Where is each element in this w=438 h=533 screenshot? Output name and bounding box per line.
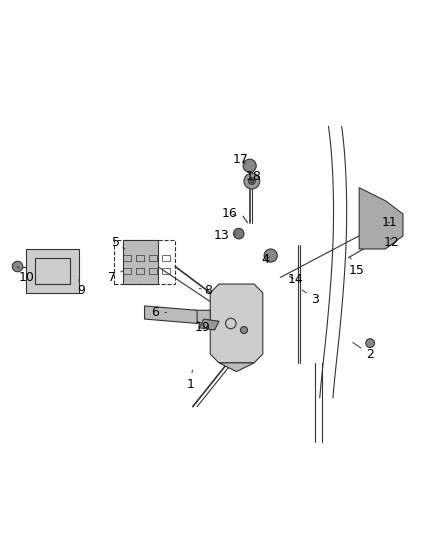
Circle shape bbox=[248, 177, 255, 184]
Text: 12: 12 bbox=[384, 236, 400, 249]
Text: 4: 4 bbox=[261, 253, 269, 266]
Circle shape bbox=[244, 173, 260, 189]
Polygon shape bbox=[193, 310, 210, 328]
Polygon shape bbox=[123, 240, 158, 284]
Text: 18: 18 bbox=[246, 170, 262, 183]
Text: 6: 6 bbox=[152, 306, 166, 319]
Circle shape bbox=[233, 229, 244, 239]
Circle shape bbox=[240, 327, 247, 334]
Text: 2: 2 bbox=[353, 343, 374, 361]
Text: 13: 13 bbox=[213, 229, 236, 243]
Circle shape bbox=[243, 159, 256, 172]
Polygon shape bbox=[26, 249, 79, 293]
Text: 5: 5 bbox=[112, 236, 125, 249]
Text: 17: 17 bbox=[233, 152, 249, 166]
Bar bbox=[149, 255, 157, 261]
Text: 8: 8 bbox=[199, 284, 212, 297]
Bar bbox=[162, 255, 170, 261]
Bar bbox=[136, 255, 144, 261]
Bar bbox=[149, 268, 157, 274]
Circle shape bbox=[264, 249, 277, 262]
Text: 1: 1 bbox=[187, 370, 194, 391]
Polygon shape bbox=[359, 188, 403, 249]
Polygon shape bbox=[145, 306, 197, 324]
Circle shape bbox=[12, 261, 23, 272]
Text: 11: 11 bbox=[382, 216, 398, 229]
Bar bbox=[162, 268, 170, 274]
Bar bbox=[123, 255, 131, 261]
Text: 3: 3 bbox=[302, 290, 319, 306]
Text: 16: 16 bbox=[222, 207, 238, 221]
Polygon shape bbox=[210, 284, 263, 363]
Polygon shape bbox=[199, 319, 219, 330]
Polygon shape bbox=[219, 363, 254, 372]
Text: 9: 9 bbox=[77, 280, 85, 297]
Text: 14: 14 bbox=[288, 273, 304, 286]
Text: 15: 15 bbox=[349, 258, 365, 277]
Text: 10: 10 bbox=[18, 266, 34, 284]
Bar bbox=[136, 268, 144, 274]
Bar bbox=[123, 268, 131, 274]
Text: 7: 7 bbox=[108, 271, 123, 284]
Circle shape bbox=[366, 339, 374, 348]
Text: 19: 19 bbox=[194, 321, 210, 334]
